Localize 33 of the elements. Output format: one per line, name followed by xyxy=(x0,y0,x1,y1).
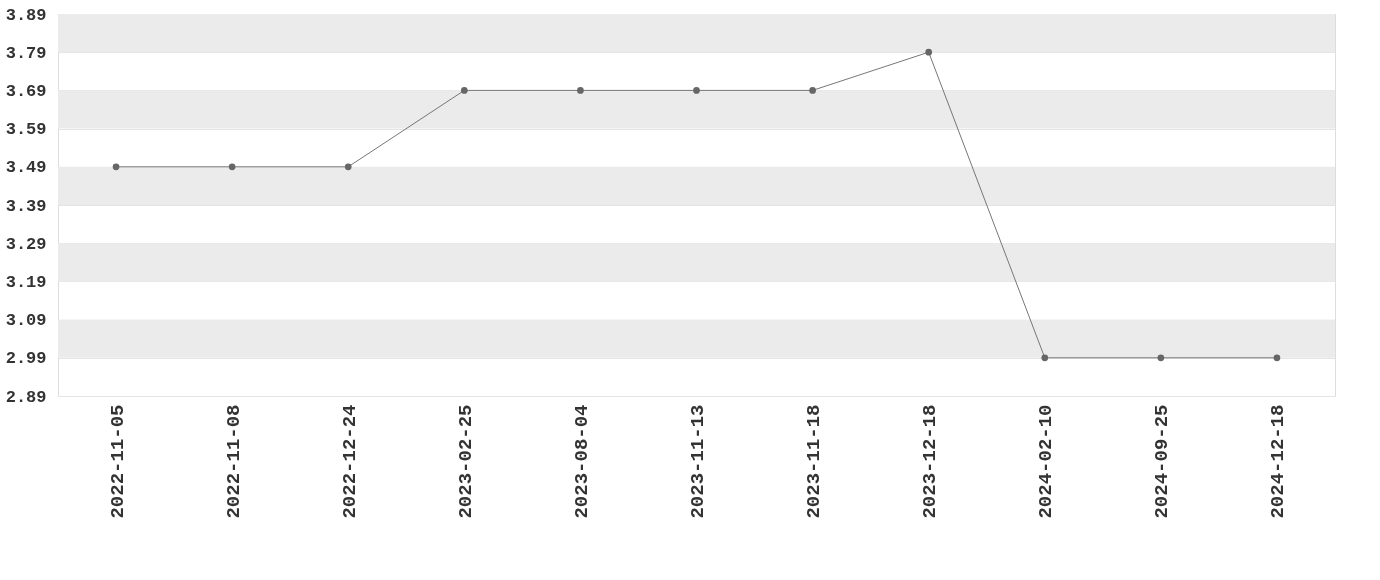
y-tick-label: 3.89 xyxy=(5,5,47,25)
y-tick-label: 3.59 xyxy=(5,120,47,140)
point xyxy=(1273,354,1281,362)
point xyxy=(577,87,584,94)
y-tick-label: 2.89 xyxy=(5,387,47,407)
x-tick-label: 2024-09-25 xyxy=(1151,404,1174,519)
y-tick-label: 3.39 xyxy=(5,196,47,216)
x-tick-label: 2024-12-18 xyxy=(1267,404,1290,519)
x-tick-label: 2023-11-13 xyxy=(687,404,709,519)
y-tick-label: 3.29 xyxy=(5,234,47,254)
y-tick-label: 2.99 xyxy=(5,349,47,369)
y-tick-label: 3.79 xyxy=(5,43,47,63)
x-tick-label: 2023-12-18 xyxy=(919,404,942,519)
x-tick-label: 2022-12-24 xyxy=(338,404,361,519)
x-tick-label: 2022-11-05 xyxy=(106,404,129,519)
point xyxy=(460,87,468,94)
point xyxy=(1157,354,1165,362)
x-tick-label: 2024-02-10 xyxy=(1035,404,1058,519)
x-tick-label: 2023-08-04 xyxy=(570,404,593,519)
point xyxy=(809,87,816,94)
point xyxy=(1041,354,1049,362)
point xyxy=(112,163,120,171)
x-tick-label: 2023-11-18 xyxy=(803,404,826,519)
point xyxy=(344,163,352,171)
y-tick-label: 3.69 xyxy=(5,81,47,101)
y-tick-label: 3.19 xyxy=(5,272,47,292)
point xyxy=(693,87,700,94)
x-tick-label: 2022-11-08 xyxy=(222,404,245,519)
point xyxy=(228,163,236,171)
y-tick-label: 3.09 xyxy=(5,311,47,331)
x-tick-label: 2023-02-25 xyxy=(454,404,477,519)
y-tick-label: 3.49 xyxy=(5,158,47,178)
point xyxy=(925,48,933,56)
